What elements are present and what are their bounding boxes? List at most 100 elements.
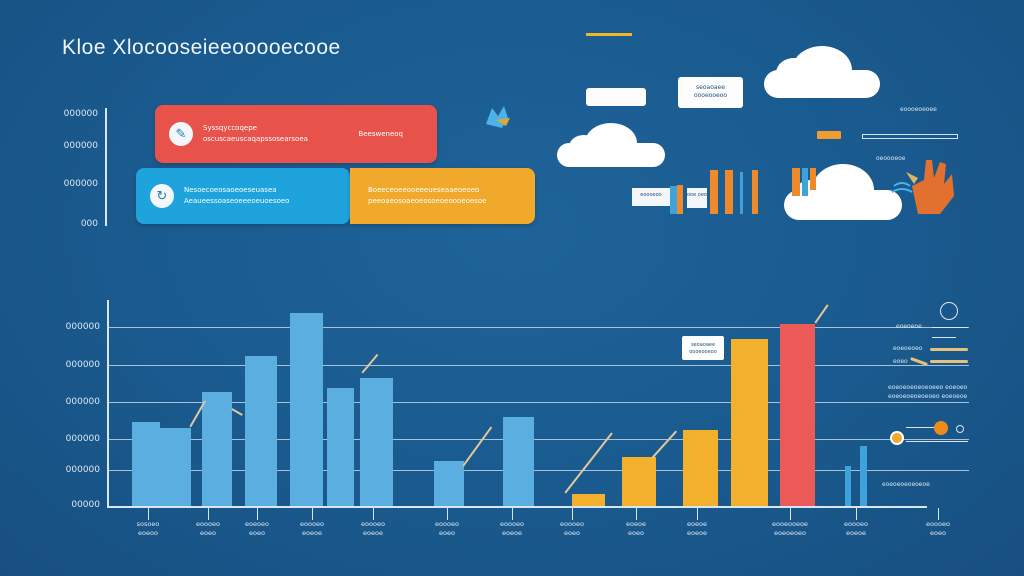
page-title: Kloe Xlocooseieeooooecooe (62, 36, 341, 59)
yellow-info-card[interactable]: Boeeceoeeooeeeueseaaeoeoeo peeoaeosoaeoe… (350, 168, 535, 224)
legend-label: eoeoeoe (896, 323, 922, 330)
mini-bar (710, 170, 718, 214)
x-tick (636, 508, 637, 520)
x-tick (447, 508, 448, 520)
y-tick-label: 000000 (65, 434, 100, 444)
slider-thumb[interactable] (934, 421, 948, 435)
gridline (109, 439, 969, 440)
legend-paragraph: eoeoeoeoeoeoeo eoeoeoe (888, 393, 968, 400)
chart-bar[interactable] (132, 422, 160, 506)
trend-line (231, 408, 243, 416)
chart-bar[interactable] (290, 313, 323, 506)
chart-bar[interactable] (245, 356, 277, 506)
x-tick (312, 508, 313, 520)
cloud-icon (557, 123, 665, 167)
card-side-label: Beesweneoq (358, 130, 403, 138)
top-axis-tick: 000000 (63, 141, 98, 151)
x-tick-label: eooeooeoe eoeoeoeo (772, 520, 808, 537)
card-line: oscuscaeuscaqapssosearsoea (203, 135, 308, 143)
chart-bar[interactable] (780, 324, 815, 506)
slider-track (906, 441, 968, 442)
chart-bar[interactable] (683, 430, 718, 506)
legend-line (932, 327, 968, 328)
y-axis (107, 300, 109, 508)
top-axis-tick: 000000 (63, 179, 98, 189)
chart-bar[interactable] (160, 428, 191, 506)
chart-bar[interactable] (845, 466, 851, 506)
chart-bar[interactable] (572, 494, 605, 506)
chart-bar[interactable] (434, 461, 464, 506)
top-axis-tick: 000000 (63, 109, 98, 119)
x-tick-label: eoooeo eoeoe (361, 520, 385, 537)
mini-bar (752, 170, 758, 214)
x-tick (148, 508, 149, 520)
gridline (109, 327, 969, 328)
x-axis (107, 506, 927, 508)
mini-bar (677, 185, 683, 214)
legend-line (932, 337, 956, 338)
mini-bar (802, 168, 808, 196)
red-info-card[interactable]: ✎ Syssqyccoqepe oscuscaeuscaqapssosearso… (155, 105, 437, 163)
x-tick-label: eoooeo eoeoe (500, 520, 524, 537)
x-tick (373, 508, 374, 520)
folder-label: ooe oeo (687, 188, 707, 208)
y-tick-label: 000000 (65, 322, 100, 332)
legend-paragraph: eoeoeoeoeoeoeeo eoeoeo (888, 384, 968, 391)
x-tick (512, 508, 513, 520)
x-tick-label: eoooeo eoeo (560, 520, 584, 537)
x-tick (856, 508, 857, 520)
top-axis-tick: 000 (80, 219, 98, 229)
chart-doc-icon: ✎ (169, 122, 193, 146)
x-tick (208, 508, 209, 520)
label-box (586, 33, 646, 106)
legend-swatch (930, 360, 968, 363)
x-tick-label: eoooeo eoeoe (844, 520, 868, 537)
card-line: Syssqyccoqepe (203, 124, 257, 132)
x-tick-label: eoooeo eoeo (926, 520, 950, 537)
x-tick (938, 508, 939, 520)
gridline (109, 365, 969, 366)
orange-chip (817, 131, 841, 139)
blue-info-card[interactable]: ↻ Nesoecoeosaoeoeseuasea Aeaueessoaseoee… (136, 168, 350, 224)
x-tick-label: sosoeo eoeoo (136, 520, 160, 537)
trend-line (814, 304, 829, 324)
x-tick-label: eoeoe eoeo (626, 520, 646, 537)
top-axis-line (105, 108, 107, 226)
card-line: peeoaeosoaeoeosoeoeoooeoesoe (368, 197, 487, 205)
legend-label: eoeo (893, 358, 908, 365)
legend-footer: eoeoeoeoeoeoe (882, 481, 930, 488)
toggle-knob-icon[interactable] (890, 431, 904, 445)
chart-bar[interactable] (360, 378, 393, 506)
y-tick-label: 000000 (65, 397, 100, 407)
card-line: Nesoecoeosaoeoeseuasea (184, 186, 277, 194)
dot-icon (956, 425, 964, 433)
legend-swatch (930, 348, 968, 351)
x-tick (572, 508, 573, 520)
chart-bar[interactable] (860, 446, 867, 506)
folder-label: eoooeoo (632, 188, 670, 206)
mini-bar (725, 170, 733, 214)
x-tick (697, 508, 698, 520)
x-tick-label: eoooeo eoeoe (300, 520, 324, 537)
chart-bar[interactable] (731, 339, 768, 506)
x-tick-label: eoooeo eoeo (435, 520, 459, 537)
hand-illustration-icon (884, 156, 956, 216)
label-box: seoaoaee oooeooeoo (678, 77, 743, 108)
refresh-icon: ↻ (150, 184, 174, 208)
blue-bird-icon (482, 102, 514, 132)
chart-bar[interactable] (622, 457, 656, 506)
legend-label: eoeoeoeo (893, 345, 923, 352)
mini-bar (670, 186, 678, 214)
chart-bar[interactable] (503, 417, 534, 506)
mini-bar (792, 168, 800, 196)
x-tick-label: eoeoeo eoeo (245, 520, 269, 537)
slider-track (906, 427, 936, 428)
chart-bar[interactable] (327, 388, 354, 506)
chart-bar[interactable] (202, 392, 232, 506)
header-text: eoooeoeoee (900, 106, 937, 113)
y-tick-label: 000000 (65, 360, 100, 370)
small-note: oeoooeoe (876, 155, 906, 162)
trend-line (361, 353, 379, 374)
card-line: Aeaueessoaseoeeeoeuoesoeo (184, 197, 290, 205)
gridline (109, 402, 969, 403)
